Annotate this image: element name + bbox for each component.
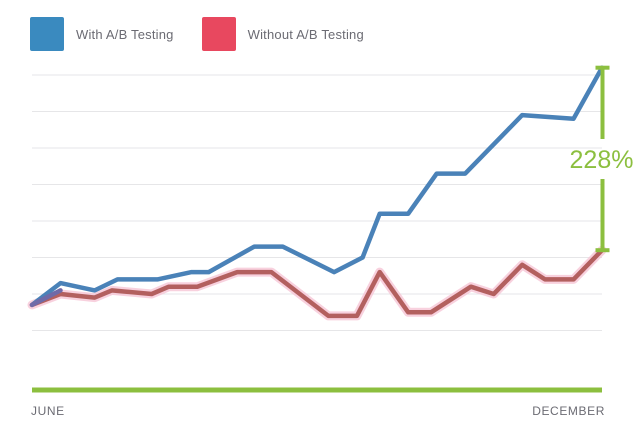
x-axis-end-label: DECEMBER [532, 404, 605, 418]
chart-legend: With A/B Testing Without A/B Testing [30, 17, 392, 51]
legend-label-with-ab-testing: With A/B Testing [76, 26, 174, 42]
legend-item-without-ab-testing: Without A/B Testing [201, 17, 364, 51]
series-line-with-ab-testing [29, 65, 605, 308]
legend-swatch-without-ab-testing [201, 17, 236, 51]
legend-item-with-ab-testing: With A/B Testing [30, 17, 174, 51]
legend-swatch-with-ab-testing [30, 17, 64, 51]
annotation-label: 228% [570, 146, 634, 174]
series-overlap-segment [29, 288, 63, 308]
growth-annotation: 228% [570, 65, 634, 253]
chart-gridlines [32, 74, 602, 331]
legend-label-without-ab-testing: Without A/B Testing [247, 26, 364, 42]
chart-series [27, 65, 607, 321]
series-line-without-ab-testing [29, 247, 605, 319]
x-axis-start-label: JUNE [31, 404, 65, 418]
